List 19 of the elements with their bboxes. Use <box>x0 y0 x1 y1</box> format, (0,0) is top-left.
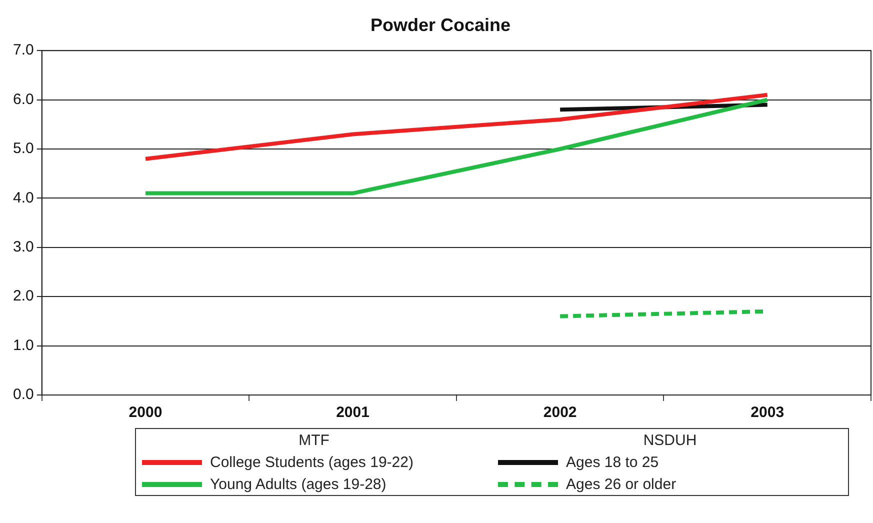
chart-title: Powder Cocaine <box>370 14 511 35</box>
legend-label: Ages 18 to 25 <box>566 454 659 470</box>
text: MTF <box>298 430 330 450</box>
y-tick-label: 4.0 <box>12 189 34 206</box>
x-tick-label: 2002 <box>543 404 577 422</box>
y-tick-label: 2.0 <box>12 288 34 305</box>
y-tick-label: 6.0 <box>12 90 34 108</box>
legend-label: Ages 26 or older <box>566 476 676 492</box>
legend-label: College Students (ages 19-22) <box>210 454 414 470</box>
legend-label: Young Adults (ages 19-28) <box>210 476 386 492</box>
y-tick-label: 3.0 <box>12 238 34 256</box>
text: NSDUH <box>642 430 698 450</box>
x-tick-label: 2001 <box>336 404 370 422</box>
y-tick-label: 0.0 <box>12 386 34 404</box>
y-tick-label: 5.0 <box>12 140 34 158</box>
y-tick-label: 1.0 <box>12 336 34 354</box>
y-tick-label: 7.0 <box>12 42 34 59</box>
x-tick-label: 2003 <box>750 404 784 422</box>
x-tick-label: 2000 <box>128 404 162 422</box>
